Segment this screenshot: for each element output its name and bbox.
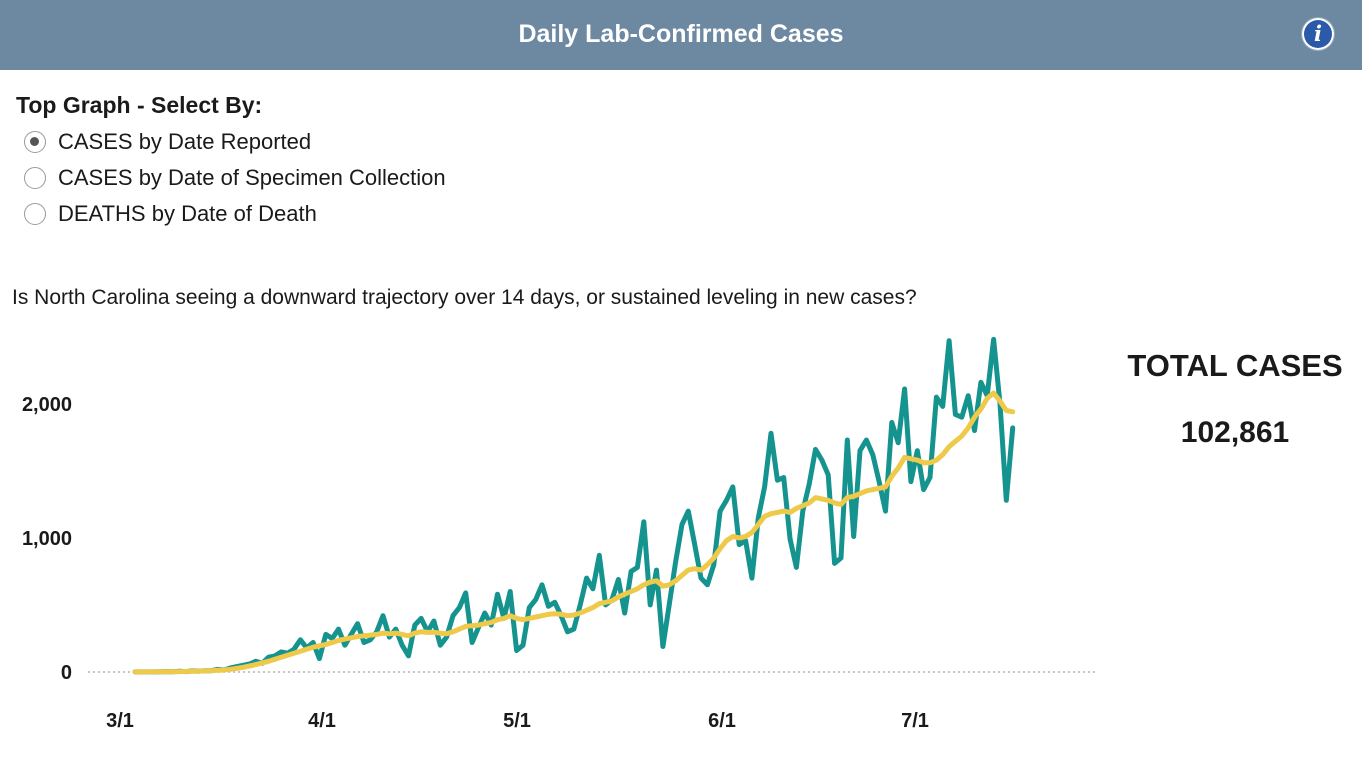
daily-cases-chart: 0 1,000 2,000 3/1 4/1 5/1 6/1 7/1 [22,336,1098,732]
info-icon[interactable]: i [1302,18,1334,50]
trajectory-question: Is North Carolina seeing a downward traj… [12,286,917,309]
radio-cases-date-reported[interactable]: CASES by Date Reported [24,129,311,155]
page-title: Daily Lab-Confirmed Cases [518,20,844,48]
header-bar: Daily Lab-Confirmed Cases i [0,0,1362,70]
radio-label: CASES by Date Reported [58,129,312,154]
x-tick-label: 3/1 [106,710,134,732]
daily-cases-line [132,336,1016,675]
x-tick-label: 6/1 [708,710,736,732]
radio-label: DEATHS by Date of Death [58,201,317,226]
y-tick-label: 2,000 [22,394,72,416]
rolling-average-line [132,390,1016,675]
total-cases-label: TOTAL CASES [1127,348,1343,383]
x-tick-label: 4/1 [308,710,336,732]
total-cases-value: 102,861 [1180,416,1290,449]
y-tick-label: 1,000 [22,528,72,550]
select-by-label: Top Graph - Select By: [16,92,263,118]
y-tick-label: 0 [61,662,72,684]
radio-button-icon[interactable] [24,203,46,225]
radio-button-icon[interactable] [24,167,46,189]
radio-deaths-date-of-death[interactable]: DEATHS by Date of Death [24,201,317,227]
x-tick-label: 7/1 [901,710,929,732]
x-tick-label: 5/1 [503,710,531,732]
radio-label: CASES by Date of Specimen Collection [58,165,446,190]
radio-cases-specimen-collection[interactable]: CASES by Date of Specimen Collection [24,165,446,191]
radio-button-checked-icon[interactable] [24,131,46,153]
